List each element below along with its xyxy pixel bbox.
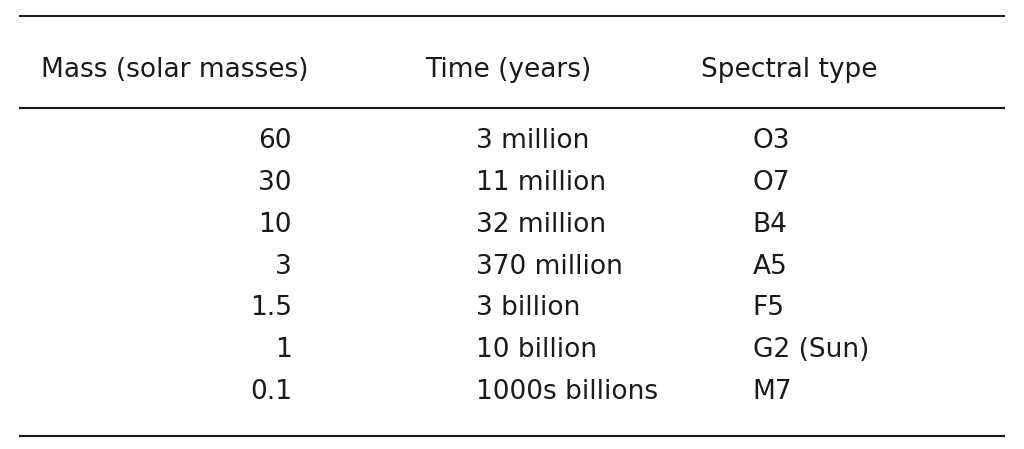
Text: 32 million: 32 million	[476, 212, 606, 238]
Text: F5: F5	[753, 295, 784, 321]
Text: 0.1: 0.1	[250, 379, 292, 405]
Text: 3: 3	[275, 254, 292, 280]
Text: 1000s billions: 1000s billions	[476, 379, 658, 405]
Text: A5: A5	[753, 254, 787, 280]
Text: 11 million: 11 million	[476, 170, 606, 196]
Text: Spectral type: Spectral type	[701, 57, 878, 83]
Text: 60: 60	[258, 128, 292, 154]
Text: Time (years): Time (years)	[425, 57, 591, 83]
Text: B4: B4	[753, 212, 787, 238]
Text: 1: 1	[275, 337, 292, 363]
Text: M7: M7	[753, 379, 793, 405]
Text: G2 (Sun): G2 (Sun)	[753, 337, 869, 363]
Text: 10 billion: 10 billion	[476, 337, 597, 363]
Text: 1.5: 1.5	[250, 295, 292, 321]
Text: 3 billion: 3 billion	[476, 295, 581, 321]
Text: Mass (solar masses): Mass (solar masses)	[41, 57, 308, 83]
Text: 370 million: 370 million	[476, 254, 623, 280]
Text: 10: 10	[258, 212, 292, 238]
Text: 3 million: 3 million	[476, 128, 590, 154]
Text: O3: O3	[753, 128, 791, 154]
Text: O7: O7	[753, 170, 791, 196]
Text: 30: 30	[258, 170, 292, 196]
